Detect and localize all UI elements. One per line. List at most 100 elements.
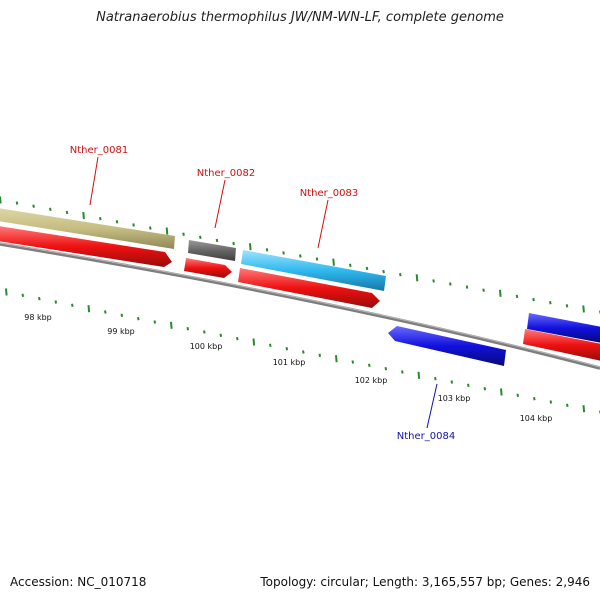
tick-upper-14 [232,241,235,246]
tick-lower-24 [401,370,404,374]
tick-lower-0 [5,288,8,296]
accession-label: Accession: NC_010718 [10,575,147,589]
tick-upper-5 [82,212,85,220]
tick-upper-30 [499,289,502,297]
cds-arrow-2[interactable] [184,258,232,278]
tick-upper-16 [265,248,269,252]
tick-lower-25 [417,371,421,379]
genome-backbone [0,242,600,370]
tick-lower-28 [467,383,470,387]
tick-upper-32 [532,297,535,302]
tick-upper-24 [399,273,402,277]
tick-upper-1 [15,201,19,205]
tick-upper-19 [315,257,319,261]
tick-upper-8 [132,223,135,227]
tick-upper-27 [449,282,452,286]
tick-upper-33 [549,301,552,305]
tick-upper-22 [365,266,369,271]
gene-label-nther-0084[interactable]: Nther_0084 [397,431,455,442]
feature-olive[interactable] [0,208,175,249]
scale-label-100kbp: 100 kbp [190,342,223,351]
tick-lower-5 [87,305,91,313]
tick-lower-34 [566,403,569,407]
page-title: Natranaerobius thermophilus JW/NM-WN-LF,… [96,10,504,25]
tick-upper-11 [182,232,185,236]
tick-upper-25 [415,274,419,282]
tick-lower-15 [252,338,256,346]
tick-upper-28 [465,285,469,289]
genome-backbone-highlight [0,242,600,368]
tick-lower-6 [104,310,107,314]
tick-upper-26 [432,279,435,283]
tick-lower-21 [351,360,355,364]
tick-lower-19 [318,353,322,357]
tick-lower-16 [269,343,272,347]
tick-lower-10 [170,321,173,329]
tick-lower-20 [335,355,338,363]
tick-upper-9 [149,226,152,230]
tick-lower-32 [533,397,536,401]
scale-label-104kbp: 104 kbp [520,414,553,423]
tick-upper-17 [282,251,285,255]
tick-lower-4 [71,303,74,307]
tick-lower-27 [450,380,454,384]
scale-label-101kbp: 101 kbp [273,358,306,367]
tick-lower-7 [120,313,124,317]
tick-upper-0 [0,196,2,204]
gene-label-nther-0081[interactable]: Nther_0081 [70,145,128,156]
tick-upper-34 [565,304,569,308]
tick-lower-11 [186,327,190,331]
tick-upper-3 [49,207,52,211]
feature-blue-right[interactable] [527,313,600,343]
scale-label-99kbp: 99 kbp [107,327,135,336]
tick-upper-35 [582,305,585,313]
tick-upper-31 [515,294,519,299]
tick-lower-35 [582,405,586,413]
label-leader-0084 [426,383,438,429]
cds-arrow-4[interactable] [523,329,600,361]
tick-row-upper [0,196,600,314]
tick-lower-9 [153,320,157,324]
tick-upper-23 [382,269,385,274]
tick-lower-3 [54,300,58,304]
scale-label-98kbp: 98 kbp [24,313,52,322]
label-leader-0083 [317,199,329,249]
tick-upper-7 [115,220,119,224]
tick-upper-15 [249,243,252,251]
genome-summary-label: Topology: circular; Length: 3,165,557 bp… [260,575,590,589]
tick-upper-18 [299,254,302,258]
cds-arrow-1[interactable] [0,226,172,267]
tick-lower-30 [500,388,503,396]
tick-lower-13 [219,333,223,337]
scale-label-102kbp: 102 kbp [355,376,388,385]
tick-upper-29 [482,288,485,292]
tick-upper-12 [199,235,202,239]
tick-upper-2 [32,204,35,208]
tick-lower-8 [137,317,140,321]
tick-lower-31 [516,393,520,397]
tick-upper-6 [99,217,102,221]
tick-lower-33 [549,400,553,404]
gene-label-nther-0083[interactable]: Nther_0083 [300,188,358,199]
tick-lower-17 [285,347,289,351]
cds-arrow-3[interactable] [238,268,380,308]
tick-lower-18 [302,350,305,354]
tick-lower-23 [384,367,388,371]
feature-blue-reverse[interactable] [388,326,506,366]
tick-lower-22 [368,363,371,367]
tick-upper-21 [349,263,352,267]
feature-gray[interactable] [188,240,236,261]
scale-label-103kbp: 103 kbp [438,394,471,403]
label-leader-0082 [214,179,226,229]
tick-upper-4 [65,210,69,215]
tick-lower-26 [434,377,437,381]
tick-lower-2 [38,297,41,301]
tick-lower-1 [21,293,25,297]
tick-upper-13 [215,238,219,243]
tick-upper-10 [165,227,169,235]
tick-lower-14 [236,337,239,341]
feature-cyan[interactable] [241,250,386,291]
tick-row-lower [5,288,600,414]
gene-label-nther-0082[interactable]: Nther_0082 [197,168,255,179]
